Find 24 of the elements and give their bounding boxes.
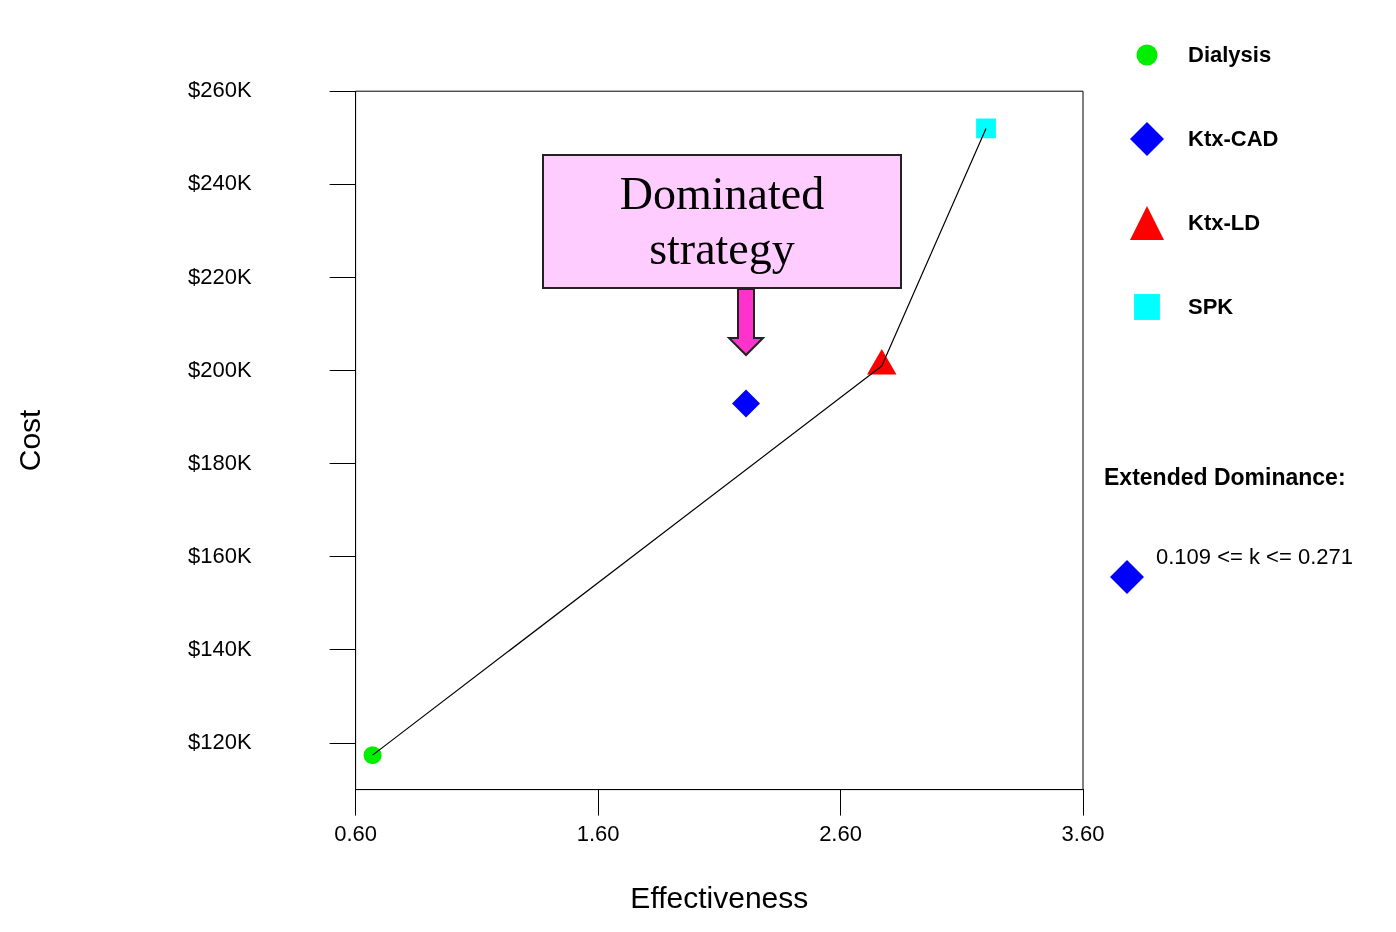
x-tick-label: 0.60 — [334, 820, 378, 846]
x-tick-label: 3.60 — [1061, 820, 1105, 846]
y-tick-label: $180K — [187, 449, 252, 475]
point — [731, 389, 760, 418]
y-tick-label: $220K — [187, 263, 252, 289]
point — [976, 118, 996, 139]
y-tick-label: $200K — [187, 356, 252, 382]
x-tick-label: 1.60 — [576, 820, 620, 846]
legend-label: Ktx-CAD — [1188, 126, 1279, 152]
text: 0.109 <= k <= 0.271 — [1156, 544, 1353, 570]
y-tick-label: $120K — [187, 729, 252, 755]
y-tick-label: $160K — [187, 542, 252, 568]
x-axis-title: Effectiveness — [630, 881, 809, 915]
y-tick-label: $140K — [187, 635, 252, 661]
legend-label: Dialysis — [1188, 42, 1272, 68]
y-tick-label: $260K — [187, 77, 252, 103]
legend-label: Ktx-LD — [1188, 210, 1261, 236]
callout-box: Dominated strategy — [541, 154, 902, 289]
x-tick-label: 2.60 — [819, 820, 862, 846]
y-axis-title: Cost — [13, 408, 47, 472]
point — [363, 746, 382, 765]
y-tick-label: $240K — [187, 170, 252, 196]
text: Extended Dominance: — [1104, 464, 1346, 491]
legend-label: SPK — [1188, 294, 1234, 320]
